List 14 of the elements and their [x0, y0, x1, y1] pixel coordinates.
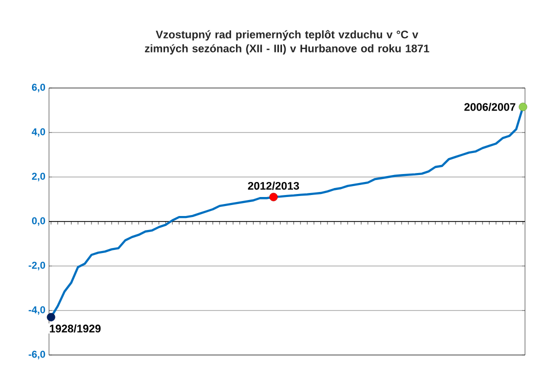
y-tick-label: 4,0	[32, 128, 46, 137]
series-label: 2006/2007	[464, 102, 516, 111]
y-tick-label: 0,0	[32, 217, 46, 226]
series-label: 1928/1929	[50, 324, 101, 333]
point	[46, 312, 56, 322]
series-label: 2012/2013	[248, 182, 300, 190]
y-tick-label: -6,0	[28, 350, 46, 360]
point	[518, 102, 528, 112]
y-tick-label: -4,0	[28, 306, 46, 315]
y-tick-label: 2,0	[32, 172, 46, 182]
chart-title: Vzostupný rad priemerných teplôt vzduchu v °C v zimných sezónach (XII - III) v Hurbanove od roku 1871	[144, 30, 430, 54]
y-tick-label: 6,0	[32, 84, 46, 92]
point	[269, 192, 278, 202]
y-tick-label: -2,0	[28, 262, 46, 270]
